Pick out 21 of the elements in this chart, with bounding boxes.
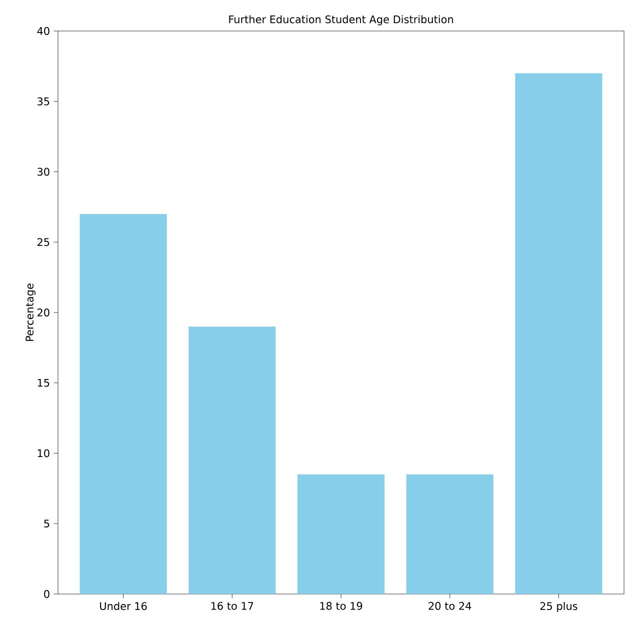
y-tick-label: 0 (44, 590, 50, 598)
x-tick-label: 20 to 24 (428, 602, 472, 610)
bar (297, 474, 385, 594)
x-tick-label: 16 to 17 (211, 602, 254, 610)
y-tick-label: 10 (38, 449, 50, 458)
x-tick-label: 18 to 19 (320, 602, 362, 610)
y-axis-title: Percentage (26, 284, 36, 341)
bar (515, 73, 602, 594)
bar (406, 474, 494, 594)
y-tick-label: 5 (44, 520, 50, 528)
y-tick-label: 40 (37, 27, 50, 35)
bar (188, 326, 276, 594)
chart-title: Further Education Student Age Distribution (229, 15, 453, 26)
y-tick-label: 30 (38, 168, 50, 176)
x-tick-label: Under 16 (100, 602, 147, 610)
y-tick-label: 20 (38, 308, 50, 316)
x-tick-label: 25 plus (540, 602, 578, 612)
y-tick-label: 25 (38, 238, 50, 246)
bar (80, 214, 167, 594)
y-tick-label: 35 (38, 97, 50, 106)
y-tick-label: 15 (38, 378, 50, 387)
